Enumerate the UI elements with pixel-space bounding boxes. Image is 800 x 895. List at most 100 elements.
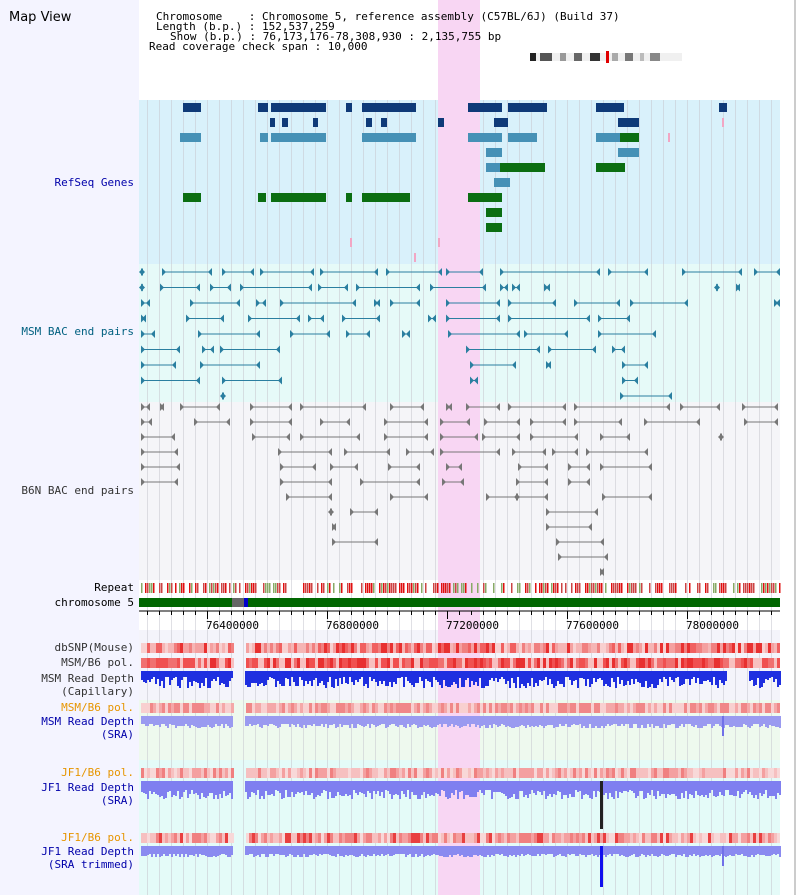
track-label-refseq[interactable]: RefSeq Genes [54,176,134,189]
gene-feature [508,103,547,112]
msm-pol-strip [570,658,573,668]
msm-capillary-depth-bar [275,671,277,687]
track-label-jf1-depth-sra[interactable]: JF1 Read Depth [41,781,134,794]
dbsnp-strip [630,643,633,653]
dbsnp-strip [351,643,354,653]
msm-capillary-depth-bar [579,671,581,678]
repeat-element [539,583,541,593]
ideogram-band [560,53,566,61]
track-label-repeat[interactable]: Repeat [94,581,134,594]
jf1-trim-depth-bar [297,846,299,855]
msm-sra-depth-bar [291,716,293,724]
msm-pol-strip [198,703,201,713]
track-label-msm-pol-1[interactable]: MSM/B6 pol. [61,656,134,669]
repeat-element [379,583,381,593]
jf1-sra-depth-bar [755,781,757,795]
track-label-jf1-pol-1[interactable]: JF1/B6 pol. [61,766,134,779]
msm-pol-strip [690,658,693,668]
msm-capillary-depth-bar [279,671,281,684]
jf1-pol-strip [423,833,426,843]
jf1-pol-strip [705,833,708,843]
b6n-bac-end [508,403,512,411]
jf1-trim-depth-bar [521,846,523,854]
repeat-element [305,583,307,593]
jf1-pol-strip [303,833,306,843]
msm-sra-depth-bar [431,716,433,728]
msm-capillary-depth-bar [417,671,419,683]
b6n-bac-end [346,418,350,426]
msm-capillary-depth-bar [307,671,309,684]
jf1-trim-depth-bar [595,846,597,855]
msm-bac-end [318,283,322,292]
track-label-jf1-pol-2[interactable]: JF1/B6 pol. [61,831,134,844]
jf1-trim-depth-bar [735,846,737,854]
track-label-b6n-bac[interactable]: B6N BAC end pairs [21,484,134,497]
msm-pol-strip [156,703,159,713]
b6n-bac-end [448,403,452,411]
track-label-msm-depth-sra[interactable]: MSM Read Depth [41,715,134,728]
msm-pol-strip [159,703,162,713]
msm-capillary-depth-bar [379,671,381,681]
repeat-element [659,583,661,593]
jf1-sra-depth-bar [537,781,539,791]
msm-pol-strip [738,703,741,713]
jf1-trim-depth-bar [691,846,693,856]
jf1-pol-strip [468,768,471,778]
dbsnp-strip [348,643,351,653]
msm-capillary-depth-bar [681,671,683,685]
repeat-element [389,583,391,593]
jf1-trim-depth-bar [209,846,211,857]
jf1-sra-depth-bar [769,781,771,796]
jf1-sra-depth-bar [369,781,371,793]
msm-sra-depth-bar [539,716,541,725]
msm-capillary-depth-bar [505,671,507,684]
track-label-jf1-depth-trim[interactable]: JF1 Read Depth [41,845,134,858]
track-label-msm-bac[interactable]: MSM BAC end pairs [21,325,134,338]
track-label-msm-pol-2[interactable]: MSM/B6 pol. [61,701,134,714]
msm-sra-depth-bar [207,716,209,725]
msm-pol-strip [345,703,348,713]
msm-bac-end [608,268,612,276]
jf1-trim-depth-bar [465,846,467,857]
jf1-sra-depth-bar [415,781,417,795]
repeat-element [169,583,171,593]
gene-feature [500,163,545,172]
msm-bac-end [142,314,146,323]
jf1-sra-depth-bar [207,781,209,796]
msm-pol-strip [777,658,780,668]
jf1-sra-depth-bar [773,781,775,796]
jf1-pol-strip [210,833,213,843]
b6n-bac-end [516,493,520,501]
msm-capillary-depth-bar [613,671,615,682]
msm-bac-end [630,299,634,307]
b6n-bac-end [141,418,145,426]
msm-capillary-depth-bar [451,671,453,685]
msm-pol-strip [678,703,681,713]
msm-pol-strip [351,703,354,713]
msm-sra-depth-bar [507,716,509,726]
dbsnp-strip [450,643,453,653]
b6n-bac-end [486,493,490,501]
jf1-pol-strip [231,768,234,778]
track-label-msm-depth-cap[interactable]: MSM Read Depth [41,672,134,685]
msm-pol-strip [249,703,252,713]
jf1-pol-strip [567,833,570,843]
jf1-pol-strip [222,833,225,843]
jf1-pol-strip [486,768,489,778]
jf1-pol-strip [609,768,612,778]
jf1-pol-strip [219,768,222,778]
jf1-pol-strip [405,768,408,778]
jf1-trim-depth-bar [401,846,403,854]
msm-capillary-depth-bar [557,671,559,681]
dbsnp-strip [189,643,192,653]
msm-sra-depth-bar [673,716,675,724]
jf1-pol-strip [213,768,216,778]
msm-capillary-depth-bar [771,671,773,677]
msm-capillary-depth-bar [395,671,397,684]
track-label-dbsnp[interactable]: dbSNP(Mouse) [54,641,134,654]
jf1-sra-depth-bar [443,781,445,791]
dbsnp-strip [147,643,150,653]
track-label-chromosome[interactable]: chromosome 5 [54,596,134,609]
dbsnp-strip [303,643,306,653]
